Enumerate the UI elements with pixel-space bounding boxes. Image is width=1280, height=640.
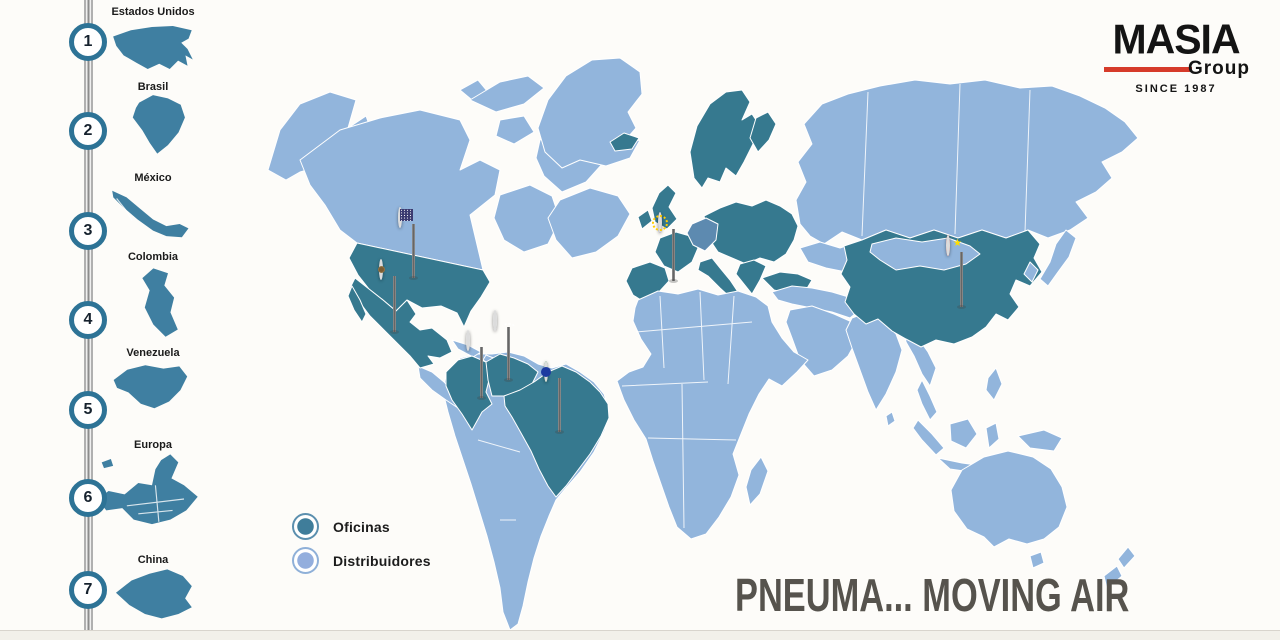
region-greenland: [537, 57, 643, 169]
step-4-label: 4: [83, 311, 93, 328]
region-russia: [795, 79, 1139, 245]
distributor-dot-icon: [292, 547, 319, 574]
mexico-flag-icon: [377, 259, 385, 280]
region-japan: [1039, 229, 1077, 287]
step-7-label: 7: [83, 581, 93, 598]
step-number-7: 7: [69, 571, 107, 609]
step-number-2: 2: [69, 112, 107, 150]
map-pin-venezuela[interactable]: [493, 310, 524, 382]
venezuela-silhouette-icon: [113, 365, 188, 409]
pin-stem: [477, 347, 486, 400]
legend-label: Distribuidores: [333, 552, 431, 569]
map-pin-usa[interactable]: [398, 207, 429, 280]
region-europe-office: [609, 89, 813, 303]
map-pin-mexico[interactable]: [377, 259, 410, 334]
country-brazil-office: [503, 365, 610, 498]
legend-item-distribuidores: Distribuidores: [292, 547, 431, 574]
logo-red-line: [1104, 67, 1192, 72]
sidebar-label-colombia: Colombia: [127, 251, 179, 263]
legend: Oficinas Distribuidores: [292, 513, 431, 581]
step-number-5: 5: [69, 391, 107, 429]
map-pin-brazil[interactable]: [541, 361, 575, 434]
venezuela-flag-icon: [493, 310, 515, 331]
country-usa-office: [348, 242, 491, 328]
step-6-label: 6: [83, 489, 93, 506]
masia-group-logo: MASIA Group SINCE 1987: [1100, 15, 1252, 95]
china-flag-icon: ★: [946, 235, 962, 256]
europe-silhouette-icon: [97, 454, 198, 525]
brazil-flag-icon: [541, 361, 551, 382]
logo-group-text: Group: [1188, 58, 1250, 79]
region-madagascar: [745, 456, 769, 506]
pin-stem: [504, 327, 513, 382]
pin-stem: [555, 378, 564, 434]
region-new-zealand: [1117, 546, 1136, 569]
office-dot-icon: [292, 513, 319, 540]
usa-flag-icon: [398, 207, 413, 228]
slogan-text: PNEUMA... MOVING AIR: [735, 570, 1130, 622]
map-pin-colombia[interactable]: [466, 330, 497, 400]
step-5-label: 5: [83, 401, 93, 418]
logo-since-text: SINCE 1987: [1135, 83, 1217, 95]
legend-label: Oficinas: [333, 518, 390, 535]
pin-stem: [669, 229, 678, 283]
region-mongolia: [869, 237, 981, 271]
sidebar-label-brasil: Brasil: [137, 81, 169, 93]
region-baja: [347, 285, 367, 323]
step-number-3: 3: [69, 212, 107, 250]
logo-brand-text: MASIA: [1112, 15, 1240, 63]
sidebar-label-china: China: [137, 554, 169, 566]
colombia-flag-icon: [466, 330, 470, 351]
region-africa: [616, 288, 809, 540]
map-pin-europe[interactable]: [652, 212, 689, 283]
legend-item-oficinas: Oficinas: [292, 513, 431, 540]
brazil-silhouette-icon: [132, 95, 185, 154]
china-silhouette-icon: [115, 569, 192, 619]
sidebar-label-europa: Europa: [134, 439, 172, 451]
footer-strip: [0, 630, 1280, 640]
step-3-label: 3: [83, 222, 93, 239]
country-mexico-office: [349, 277, 453, 369]
sidebar-label-venezuela: Venezuela: [126, 347, 180, 359]
step-1-label: 1: [83, 33, 93, 50]
map-pin-china[interactable]: ★: [946, 235, 977, 309]
colombia-silhouette-icon: [142, 268, 178, 337]
step-number-1: 1: [69, 23, 107, 61]
pin-stem: [957, 252, 966, 309]
eu-flag-icon: [652, 212, 668, 233]
step-number-4: 4: [69, 301, 107, 339]
usa-silhouette-icon: [113, 26, 193, 69]
region-australia: [950, 450, 1068, 548]
sidebar-label-estados-unidos: Estados Unidos: [111, 6, 195, 18]
pin-stem: [409, 224, 418, 280]
step-number-6: 6: [69, 479, 107, 517]
step-2-label: 2: [83, 122, 93, 139]
pin-stem: [390, 276, 399, 334]
sidebar-label-mexico: México: [134, 172, 172, 184]
mexico-silhouette-icon: [112, 190, 189, 238]
